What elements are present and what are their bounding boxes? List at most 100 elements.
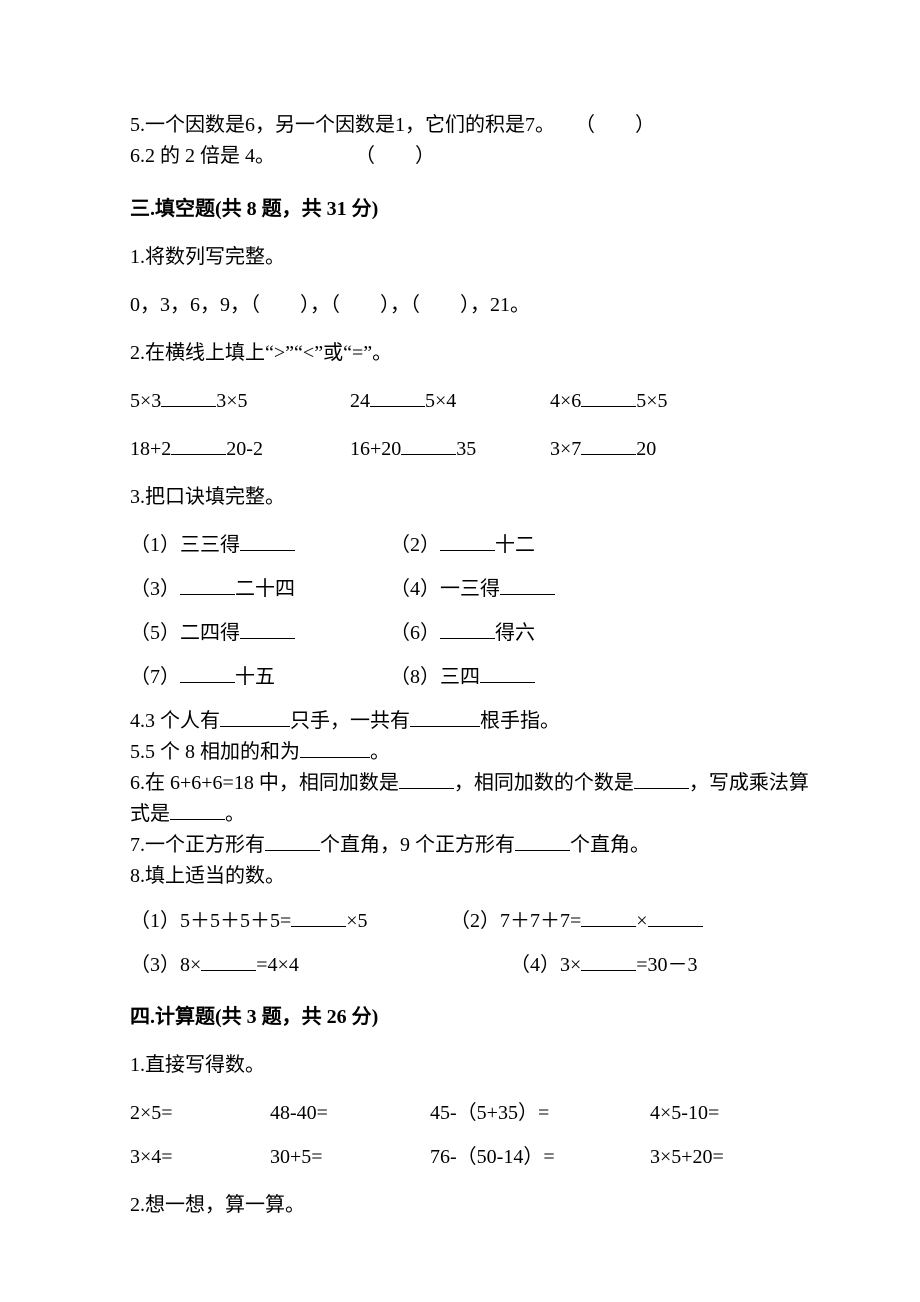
blank[interactable] — [171, 434, 226, 455]
blank[interactable] — [500, 574, 555, 595]
text: （4）3× — [510, 954, 581, 976]
blank[interactable] — [648, 906, 703, 927]
s3-q7: 7.一个正方形有个直角，9 个正方形有个直角。 — [130, 830, 920, 861]
blank[interactable] — [440, 618, 495, 639]
s3-q2-row1: 5×33×5 245×4 4×65×5 — [130, 386, 920, 416]
text: 4×6 — [550, 390, 581, 412]
text: 4.3 个人有 — [130, 710, 220, 732]
calc-cell: 2×5= — [130, 1098, 270, 1128]
text: =30－3 — [636, 954, 697, 976]
blank[interactable] — [300, 737, 370, 758]
calc-cell: 45-（5+35）= — [430, 1098, 650, 1128]
q3-right: （2） 十二 — [390, 530, 690, 560]
s4-q1-row: 3×4=30+5=76-（50-14）=3×5+20= — [130, 1142, 920, 1172]
blank[interactable] — [480, 662, 535, 683]
s4-q1-row: 2×5=48-40=45-（5+35）=4×5-10= — [130, 1098, 920, 1128]
text: （1）5＋5＋5＋5= — [130, 910, 291, 932]
text: 20-2 — [226, 438, 263, 460]
calc-cell: 4×5-10= — [650, 1098, 810, 1128]
text: （2） — [390, 534, 440, 556]
text: （2）7＋7＋7= — [450, 910, 581, 932]
blank[interactable] — [291, 906, 346, 927]
text: 5×3 — [130, 390, 161, 412]
blank[interactable] — [515, 830, 570, 851]
s3-q3-row: （7） 十五 （8）三四 — [130, 662, 920, 692]
text: 十五 — [235, 666, 275, 688]
s3-q8-intro: 8.填上适当的数。 — [130, 861, 920, 892]
s4-q1-intro: 1.直接写得数。 — [130, 1050, 920, 1080]
text: 6.在 6+6+6=18 中，相同加数是 — [130, 772, 399, 794]
text: 7.一个正方形有 — [130, 834, 265, 856]
text: （6） — [390, 622, 440, 644]
s3-q5: 5.5 个 8 相加的和为 。 — [130, 737, 920, 768]
s3-q3-row: （3） 二十四 （4）一三得 — [130, 574, 920, 604]
text: 。 — [370, 741, 390, 763]
blank[interactable] — [399, 768, 454, 789]
q3-right: （6） 得六 — [390, 618, 690, 648]
text: 18+2 — [130, 438, 171, 460]
s3-q1-line: 0，3，6，9，（ ），（ ），（ ），21。 — [130, 290, 920, 320]
blank[interactable] — [170, 799, 225, 820]
s2-q6: 6.2 的 2 倍是 4。 （ ） — [130, 141, 920, 172]
blank[interactable] — [201, 950, 256, 971]
blank[interactable] — [265, 830, 320, 851]
s3-q3-list: （1）三三得（2）十二（3）二十四（4）一三得（5）二四得（6）得六（7）十五（… — [130, 530, 920, 692]
calc-cell: 76-（50-14）= — [430, 1142, 650, 1172]
blank[interactable] — [581, 434, 636, 455]
blank[interactable] — [180, 662, 235, 683]
q3-left: （3） 二十四 — [130, 574, 390, 604]
calc-cell: 3×5+20= — [650, 1142, 810, 1172]
text: ，写成乘法算 — [689, 772, 809, 794]
text: 20 — [636, 438, 656, 460]
text: （3） — [130, 578, 180, 600]
calc-cell: 48-40= — [270, 1098, 430, 1128]
blank[interactable] — [220, 706, 290, 727]
s4-q1-rows: 2×5=48-40=45-（5+35）=4×5-10= 3×4=30+5=76-（… — [130, 1098, 920, 1172]
text: 只手，一共有 — [290, 710, 410, 732]
text: （5）二四得 — [130, 622, 240, 644]
text: （1）三三得 — [130, 534, 240, 556]
text: 十二 — [495, 534, 535, 556]
blank[interactable] — [240, 530, 295, 551]
blank[interactable] — [370, 386, 425, 407]
text: 3×7 — [550, 438, 581, 460]
q3-left: （5）二四得 — [130, 618, 390, 648]
text: 24 — [350, 390, 370, 412]
text: （7） — [130, 666, 180, 688]
text: 35 — [456, 438, 476, 460]
calc-cell: 30+5= — [270, 1142, 430, 1172]
s2-q5: 5.一个因数是6，另一个因数是1，它们的积是7。 （ ） — [130, 110, 920, 141]
text: ×5 — [346, 910, 367, 932]
s3-q8-row1: （1）5＋5＋5＋5=×5 （2）7＋7＋7=× — [130, 906, 920, 936]
blank[interactable] — [401, 434, 456, 455]
q3-right: （4）一三得 — [390, 574, 690, 604]
text: 5×5 — [636, 390, 667, 412]
blank[interactable] — [581, 906, 636, 927]
q3-left: （7） 十五 — [130, 662, 390, 692]
text: 个直角，9 个正方形有 — [320, 834, 515, 856]
text: 。 — [225, 803, 245, 825]
text: 得六 — [495, 622, 535, 644]
text: 5×4 — [425, 390, 456, 412]
s3-q1-intro: 1.将数列写完整。 — [130, 242, 920, 272]
q3-right: （8）三四 — [390, 662, 690, 692]
text: 16+20 — [350, 438, 401, 460]
blank[interactable] — [634, 768, 689, 789]
section-4-title: 四.计算题(共 3 题，共 26 分) — [130, 1002, 920, 1032]
text: 5.5 个 8 相加的和为 — [130, 741, 300, 763]
blank[interactable] — [161, 386, 216, 407]
blank[interactable] — [240, 618, 295, 639]
s3-q2-intro: 2.在横线上填上“>”“<”或“=”。 — [130, 338, 920, 368]
text: 根手指。 — [480, 710, 560, 732]
s3-q4: 4.3 个人有 只手，一共有 根手指。 — [130, 706, 920, 737]
blank[interactable] — [581, 950, 636, 971]
text: ，相同加数的个数是 — [454, 772, 634, 794]
blank[interactable] — [180, 574, 235, 595]
q3-left: （1）三三得 — [130, 530, 390, 560]
s3-q8-row2: （3）8×=4×4 （4）3×=30－3 — [130, 950, 920, 980]
text: 二十四 — [235, 578, 295, 600]
blank[interactable] — [440, 530, 495, 551]
text: （8）三四 — [390, 666, 480, 688]
blank[interactable] — [410, 706, 480, 727]
blank[interactable] — [581, 386, 636, 407]
